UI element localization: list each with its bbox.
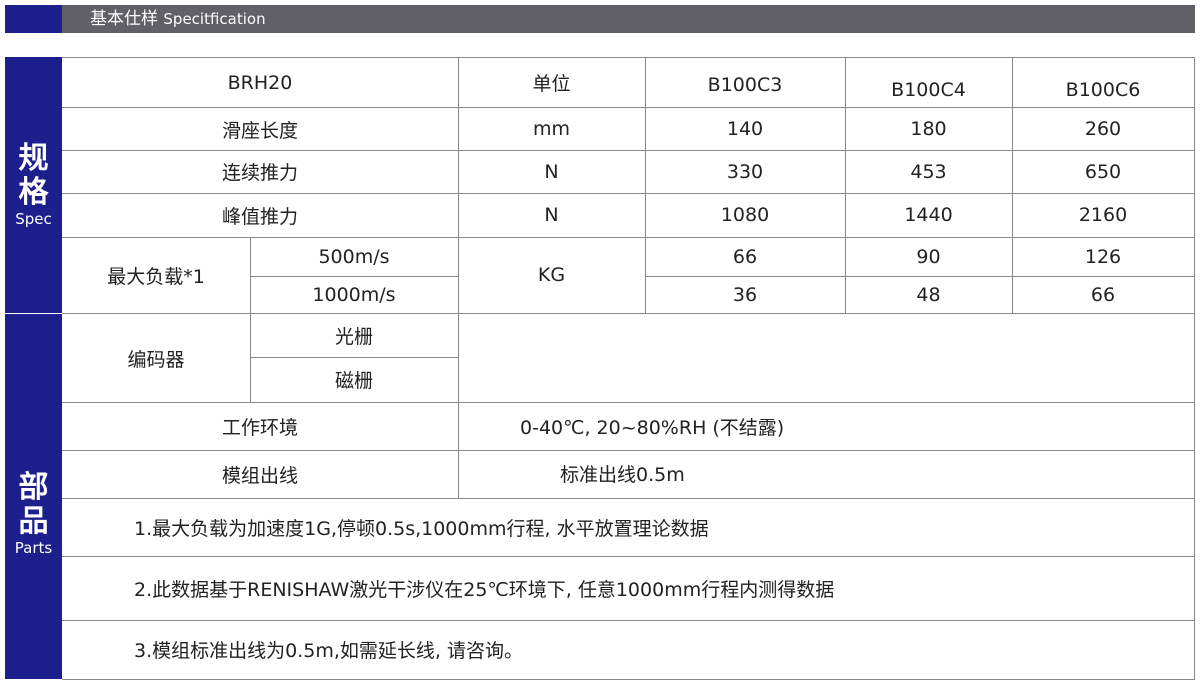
encoder-value xyxy=(458,314,1195,403)
cable-label: 模组出线 xyxy=(62,450,459,499)
header-title-en: Specitfication xyxy=(163,10,266,28)
row-value: 126 xyxy=(1012,237,1195,277)
row-value: 650 xyxy=(1012,150,1195,194)
variant-header: B100C6 xyxy=(1012,58,1195,108)
environment-value: 0-40℃, 20~80%RH (不结露) xyxy=(458,402,1195,451)
row-unit: N xyxy=(458,150,646,194)
header-title-cn: 基本仕样 xyxy=(90,9,158,29)
row-value: 260 xyxy=(1012,108,1195,151)
row-value: 90 xyxy=(845,237,1013,277)
row-value: 66 xyxy=(645,237,846,277)
row-unit: N xyxy=(458,193,646,238)
parts-side-label: 部品 Parts xyxy=(5,314,62,680)
parts-cn: 部品 xyxy=(18,470,49,539)
spec-en: Spec xyxy=(15,210,52,228)
note: 3.模组标准出线为0.5m,如需延长线, 请咨询。 xyxy=(62,620,1195,680)
row-unit: mm xyxy=(458,108,646,151)
row-value: 1440 xyxy=(845,193,1013,238)
unit-header: 单位 xyxy=(458,58,646,108)
encoder-option: 光栅 xyxy=(250,314,459,358)
row-value: 330 xyxy=(645,150,846,194)
max-load-label: 最大负载*1 xyxy=(62,237,251,314)
row-value: 180 xyxy=(845,108,1013,151)
speed-label: 500m/s xyxy=(250,237,459,277)
row-value: 66 xyxy=(1012,276,1195,314)
encoder-option: 磁栅 xyxy=(250,357,459,403)
row-value: 1080 xyxy=(645,193,846,238)
variant-header: B100C3 xyxy=(645,58,846,108)
model-cell: BRH20 xyxy=(62,58,459,108)
parts-en: Parts xyxy=(14,539,53,557)
note: 2.此数据基于RENISHAW激光干涉仪在25℃环境下, 任意1000mm行程内… xyxy=(62,556,1195,621)
row-label: 滑座长度 xyxy=(62,108,459,151)
row-value: 36 xyxy=(645,276,846,314)
variant-header: B100C4 xyxy=(845,58,1013,108)
spec-cn: 规格 xyxy=(18,141,49,210)
spec-side-label: 规格 Spec xyxy=(5,57,62,314)
row-value: 48 xyxy=(845,276,1013,314)
header-accent xyxy=(5,5,62,33)
section-header: 基本仕样 Specitfication xyxy=(62,5,1195,33)
speed-label: 1000m/s xyxy=(250,276,459,314)
encoder-label: 编码器 xyxy=(62,314,251,403)
cable-value: 标准出线0.5m xyxy=(458,450,1195,499)
environment-label: 工作环境 xyxy=(62,402,459,451)
row-value: 2160 xyxy=(1012,193,1195,238)
row-value: 140 xyxy=(645,108,846,151)
row-value: 453 xyxy=(845,150,1013,194)
note: 1.最大负载为加速度1G,停顿0.5s,1000mm行程, 水平放置理论数据 xyxy=(62,498,1195,557)
row-label: 连续推力 xyxy=(62,150,459,194)
row-label: 峰值推力 xyxy=(62,193,459,238)
max-load-unit: KG xyxy=(458,237,646,314)
